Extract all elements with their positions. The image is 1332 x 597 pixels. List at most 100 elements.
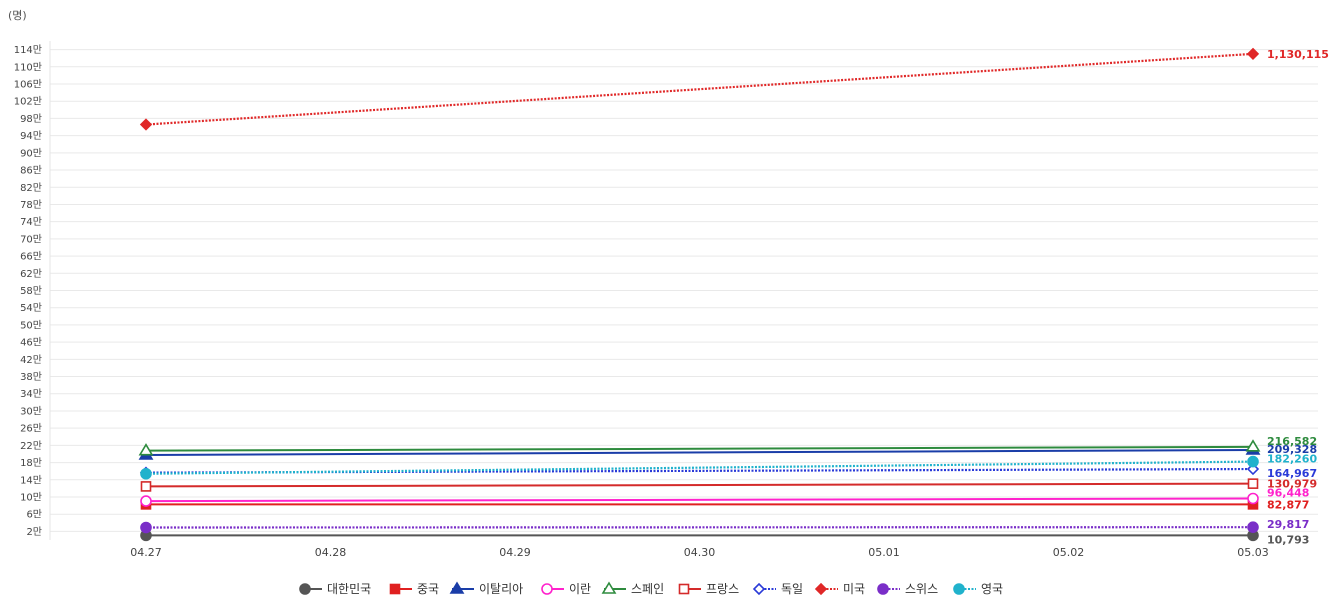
grid-layer [49, 41, 1318, 540]
series-line [145, 482, 1254, 488]
legend-marker [299, 583, 311, 595]
series-line [145, 448, 1254, 456]
data-label: 209,328 [1267, 443, 1317, 456]
data-label: 82,877 [1267, 498, 1309, 511]
legend-label: 이란 [569, 582, 591, 596]
y-tick-label: 62만 [20, 268, 42, 280]
series-이란 [140, 492, 1259, 507]
y-tick-label: 6만 [26, 509, 42, 521]
data-point [140, 495, 152, 507]
legend-item[interactable]: 이탈리아 [449, 581, 523, 596]
legend[interactable]: 대한민국 중국 이탈리아 이란 스페인 프랑스 독일 미국 스위스 영국 [299, 581, 1003, 596]
y-tick-label: 70만 [20, 233, 42, 245]
y-tick-label: 78만 [20, 199, 42, 211]
y-tick-label: 26만 [20, 423, 42, 435]
series-이탈리아 [138, 442, 1261, 460]
y-tick-label: 10만 [20, 491, 42, 503]
legend-label: 미국 [843, 582, 865, 596]
y-tick-label: 30만 [20, 405, 42, 417]
x-tick-label: 04.28 [315, 546, 347, 559]
legend-label: 이탈리아 [479, 582, 523, 596]
series-스위스 [140, 521, 1259, 534]
y-tick-label: 22만 [20, 440, 42, 452]
legend-marker [541, 583, 553, 595]
y-tick-label: 18만 [20, 457, 42, 469]
x-tick-label: 04.27 [130, 546, 162, 559]
legend-marker [877, 583, 889, 595]
data-label: 130,979 [1267, 478, 1317, 491]
series-line [145, 467, 1254, 474]
legend-item[interactable]: 중국 [389, 582, 439, 596]
legend-item[interactable]: 대한민국 [299, 582, 371, 596]
y-tick-label: 98만 [20, 113, 42, 125]
y-tick-label: 86만 [20, 165, 42, 177]
y-tick-label: 38만 [20, 371, 42, 383]
x-tick-label: 05.01 [868, 546, 900, 559]
y-tick-label: 46만 [20, 337, 42, 349]
legend-item[interactable]: 미국 [814, 582, 865, 596]
series-프랑스 [140, 478, 1259, 492]
data-labels: 10,79382,877209,32896,448216,582130,9791… [1267, 48, 1329, 547]
y-tick-label: 58만 [20, 285, 42, 297]
x-tick-label: 05.03 [1237, 546, 1269, 559]
y-tick-label: 66만 [20, 251, 42, 263]
y-tick-label: 94만 [20, 130, 42, 142]
series-layer [138, 47, 1261, 542]
data-point [140, 521, 152, 534]
legend-label: 스페인 [631, 582, 664, 596]
data-point [1247, 492, 1259, 505]
legend-label: 프랑스 [706, 582, 739, 596]
y-tick-label: 54만 [20, 302, 42, 314]
legend-label: 대한민국 [327, 582, 371, 596]
legend-item[interactable]: 프랑스 [678, 582, 739, 596]
y-tick-label: 34만 [20, 388, 42, 400]
y-unit-label: (명) [8, 9, 27, 22]
data-label: 1,130,115 [1267, 48, 1329, 61]
legend-item[interactable]: 이란 [541, 582, 591, 596]
data-point [140, 467, 152, 480]
data-label: 164,967 [1267, 467, 1317, 480]
data-point [1245, 439, 1261, 452]
legend-item[interactable]: 스페인 [601, 581, 664, 596]
data-label: 216,582 [1267, 435, 1317, 448]
y-tick-label: 2만 [26, 526, 42, 538]
legend-label: 스위스 [905, 582, 938, 596]
y-tick-label: 74만 [20, 216, 42, 228]
y-tick-label: 14만 [20, 474, 42, 486]
legend-marker [449, 581, 465, 594]
x-tick-label: 05.02 [1053, 546, 1085, 559]
legend-marker [752, 582, 766, 596]
legend-label: 영국 [981, 582, 1003, 596]
legend-item[interactable]: 스위스 [877, 582, 938, 596]
series-line [145, 445, 1254, 452]
legend-item[interactable]: 영국 [953, 582, 1003, 596]
data-label: 10,793 [1267, 533, 1309, 546]
legend-marker [953, 583, 965, 595]
legend-marker [678, 583, 690, 595]
data-point [1247, 521, 1259, 533]
data-label: 96,448 [1267, 487, 1309, 500]
series-line [145, 497, 1254, 503]
legend-label: 중국 [417, 582, 439, 596]
series-line [145, 460, 1254, 475]
y-axis: 2만 6만 10만 14만 18만 22만 26만 30만 34만 38만 42만 46만 50만 54만… [14, 44, 42, 538]
x-tick-label: 04.29 [499, 546, 531, 559]
y-tick-label: 50만 [20, 319, 42, 331]
series-미국 [139, 47, 1260, 131]
data-label: 182,260 [1267, 453, 1317, 466]
legend-item[interactable]: 독일 [752, 582, 803, 596]
x-axis: 04.27 04.28 04.29 04.30 05.01 05.02 05.03 [130, 546, 1269, 559]
legend-marker [389, 583, 401, 595]
data-point [140, 481, 152, 492]
series-스페인 [138, 439, 1261, 456]
y-tick-label: 106만 [14, 79, 42, 91]
data-point [139, 118, 153, 131]
legend-label: 독일 [781, 582, 803, 596]
y-tick-label: 82만 [20, 182, 42, 194]
series-영국 [140, 455, 1259, 480]
data-label: 29,817 [1267, 518, 1309, 531]
legend-marker [814, 582, 828, 596]
series-line [145, 52, 1254, 126]
